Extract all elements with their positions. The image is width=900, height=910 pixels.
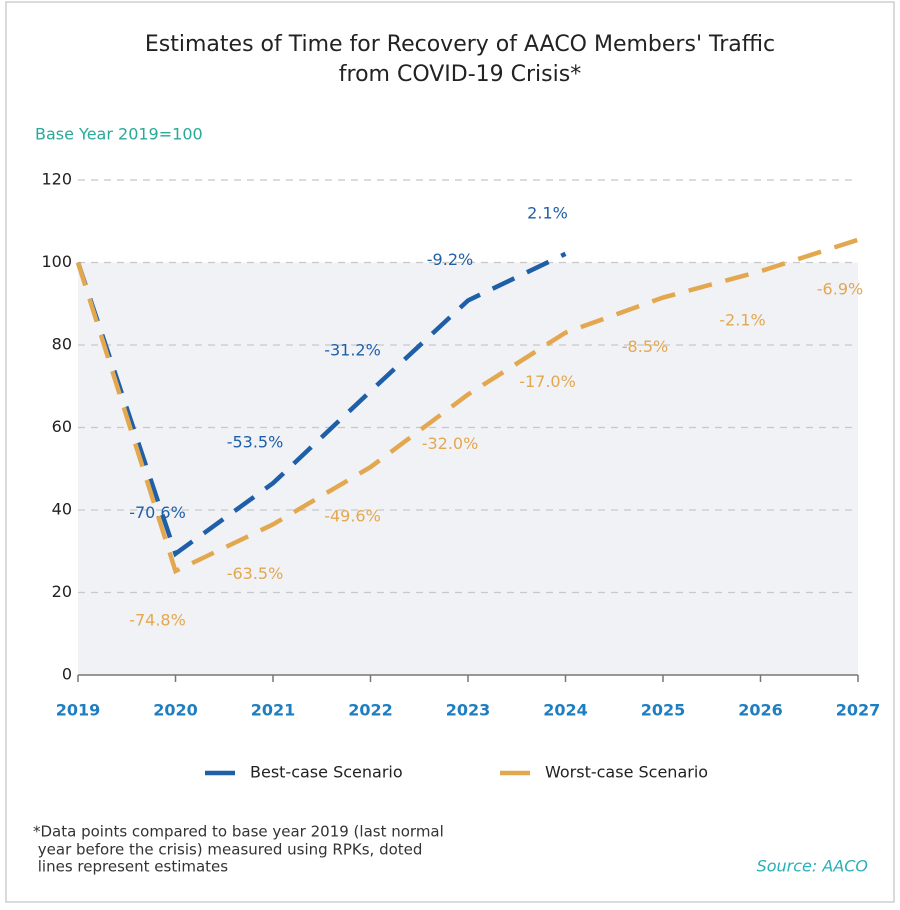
chart-title: Estimates of Time for Recovery of AACO M… [145, 32, 775, 57]
data-label: -9.2% [427, 250, 473, 269]
data-label: -74.8% [129, 611, 186, 630]
data-label: -49.6% [324, 507, 381, 526]
footnote: year before the crisis) measured using R… [33, 841, 422, 859]
y-tick-label: 80 [52, 335, 72, 354]
y-tick-label: 60 [52, 417, 72, 436]
y-tick-label: 0 [62, 665, 72, 684]
y-tick-label: 20 [52, 582, 72, 601]
y-tick-label: 40 [52, 500, 72, 519]
footnote: *Data points compared to base year 2019 … [33, 823, 444, 841]
series-line [75, 251, 567, 558]
data-label: -32.0% [422, 434, 479, 453]
footnote: lines represent estimates [33, 858, 228, 876]
x-tick-label: 2027 [836, 701, 881, 720]
x-tick-label: 2026 [738, 701, 783, 720]
data-label: -31.2% [324, 341, 381, 360]
series-line [75, 237, 859, 575]
x-tick-label: 2020 [153, 701, 198, 720]
y-tick-label: 120 [41, 170, 72, 189]
data-label: 2.1% [527, 203, 568, 222]
source: Source: AACO [757, 857, 868, 876]
y-axis-label: Base Year 2019=100 [35, 125, 203, 144]
y-tick-label: 100 [41, 252, 72, 271]
x-tick-label: 2019 [56, 701, 101, 720]
plot-area [78, 262, 858, 675]
data-label: -70.6% [129, 503, 186, 522]
data-label: -8.5% [622, 337, 668, 356]
legend-label: Worst-case Scenario [545, 763, 708, 782]
legend-label: Best-case Scenario [250, 763, 403, 782]
data-label: -2.1% [719, 311, 765, 330]
x-tick-label: 2024 [543, 701, 588, 720]
data-label: -53.5% [227, 433, 284, 452]
data-label: -63.5% [227, 564, 284, 583]
x-tick-label: 2023 [446, 701, 491, 720]
data-label: -17.0% [519, 372, 576, 391]
x-tick-label: 2025 [641, 701, 686, 720]
x-tick-label: 2021 [251, 701, 296, 720]
chart-title: from COVID-19 Crisis* [339, 62, 581, 87]
x-tick-label: 2022 [348, 701, 393, 720]
data-label: -6.9% [817, 279, 863, 298]
